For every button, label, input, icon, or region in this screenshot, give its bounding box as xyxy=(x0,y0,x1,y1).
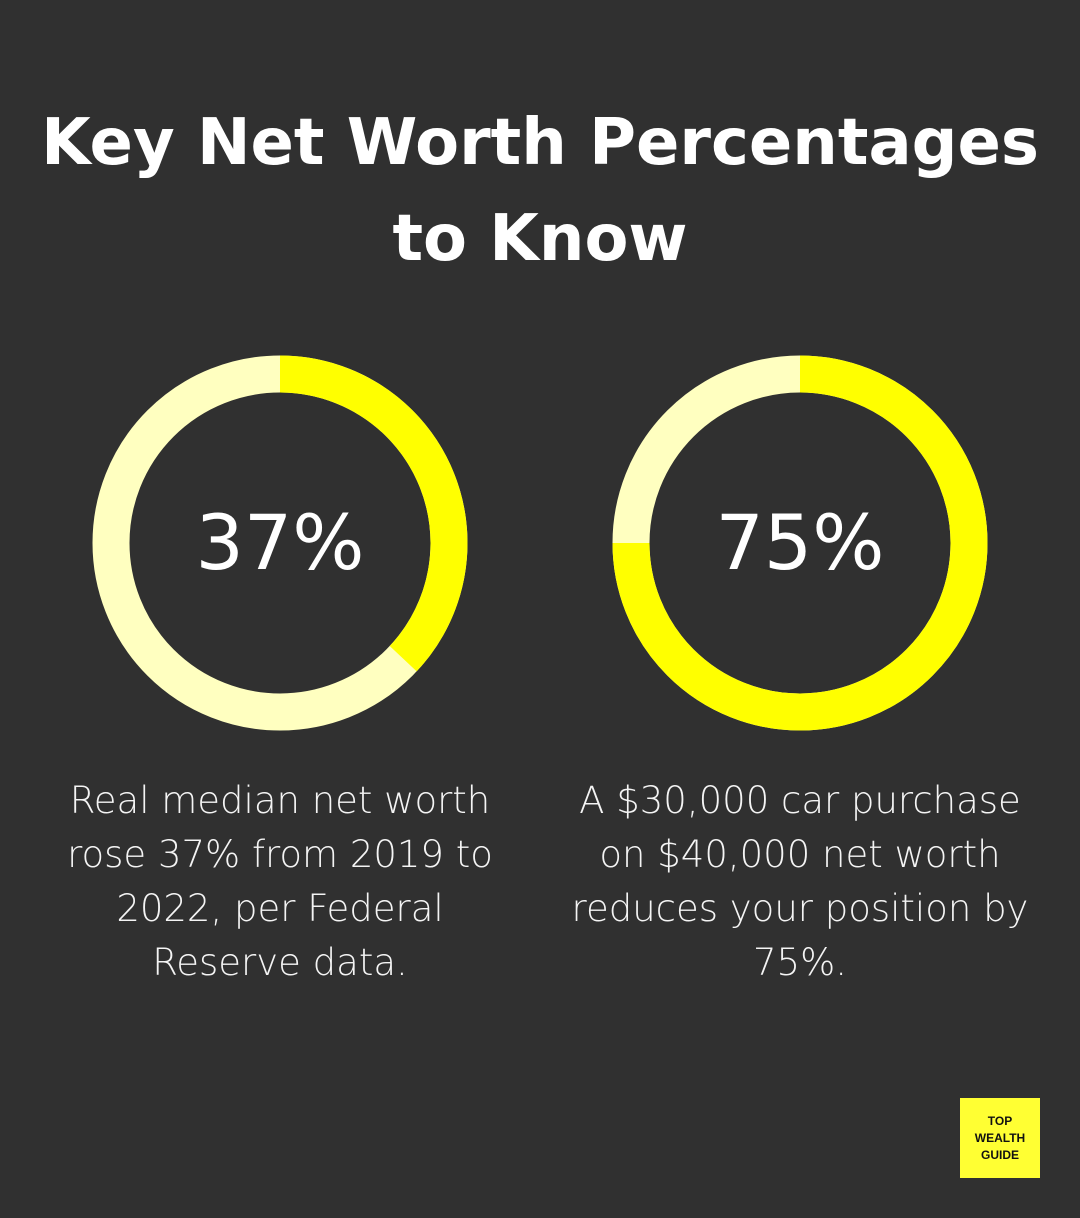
donut-arc xyxy=(279,355,468,672)
logo-line: WEALTH xyxy=(974,1130,1026,1145)
donut-label: 75% xyxy=(716,498,885,587)
caption: Real median net worth rose 37% from 2019… xyxy=(67,779,493,984)
logo: TOP WEALTH GUIDE xyxy=(960,1098,1040,1178)
logo-line: TOP xyxy=(987,1113,1013,1128)
caption: A $30,000 car purchase on $40,000 net wo… xyxy=(571,779,1029,984)
donut-arc xyxy=(612,355,988,731)
logo-line: GUIDE xyxy=(980,1147,1019,1162)
donut-label: 37% xyxy=(196,498,365,587)
title: Key Net Worth Percentages to Know xyxy=(41,106,1039,276)
